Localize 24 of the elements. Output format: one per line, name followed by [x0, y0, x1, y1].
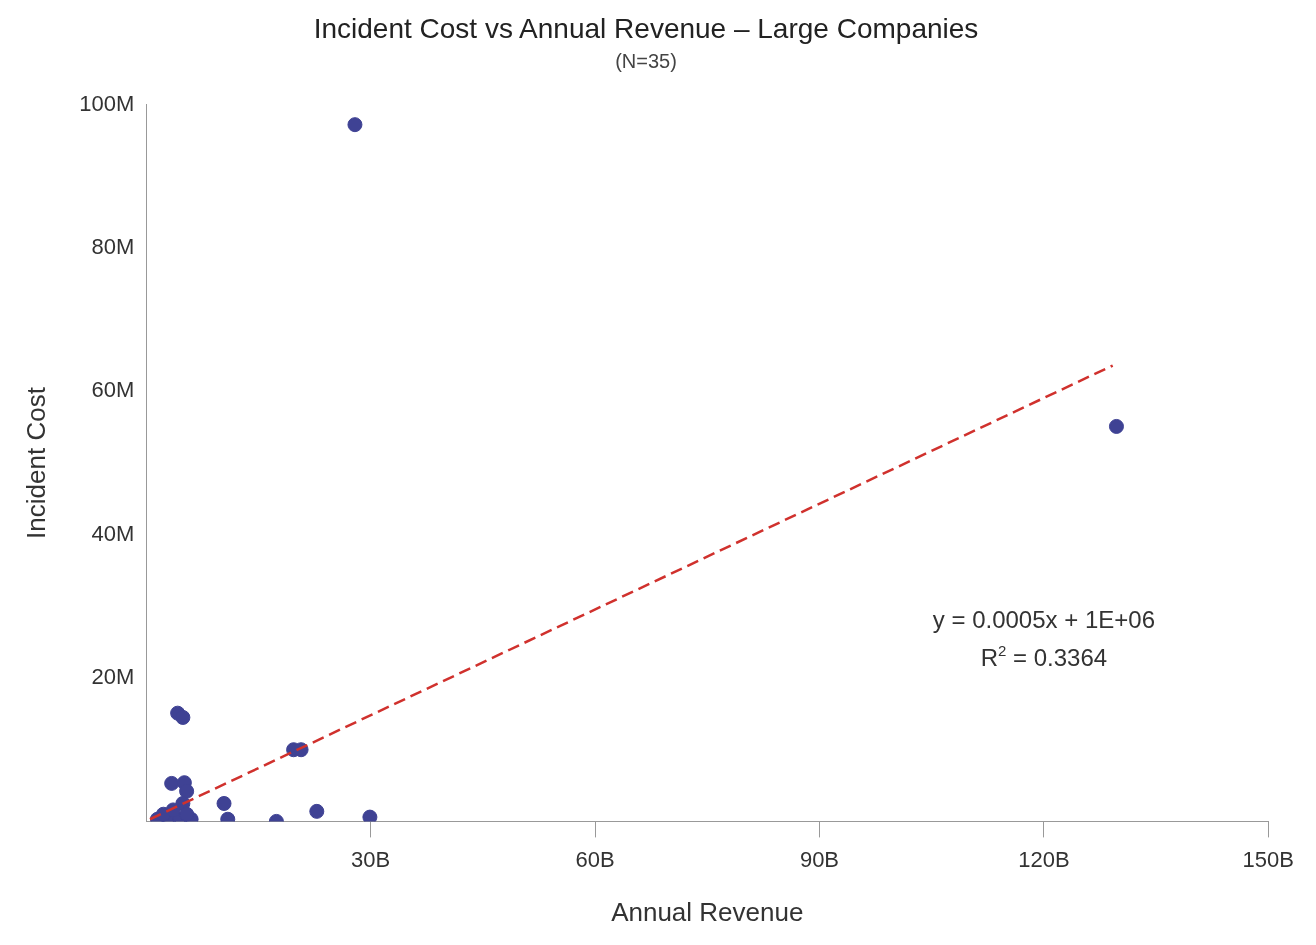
x-tick-label: 90B	[799, 846, 840, 872]
chart-subtitle: (N=35)	[615, 50, 677, 73]
y-tick-label: 80M	[91, 234, 135, 260]
point	[216, 795, 232, 811]
x-tick-label: 30B	[351, 846, 391, 872]
point	[164, 775, 180, 791]
chart-title: Incident Cost vs Annual Revenue – Large Companies	[313, 12, 979, 44]
y-tick-label: 60M	[91, 377, 135, 403]
x-tick-label: 60B	[575, 846, 615, 872]
y-tick-label: 20M	[91, 664, 135, 690]
point	[362, 809, 378, 822]
annotation: y = 0.0005x + 1E+06	[932, 605, 1155, 633]
point	[179, 806, 195, 822]
y-tick-label: 100M	[79, 90, 135, 116]
x-tick-label: 150B	[1242, 846, 1295, 872]
point	[179, 783, 195, 799]
y-axis-title: Incident Cost	[20, 386, 51, 539]
x-axis-title: Annual Revenue	[611, 896, 804, 927]
point	[175, 709, 191, 725]
point	[1108, 418, 1124, 434]
point	[347, 117, 363, 133]
y-tick-label: 40M	[91, 520, 135, 546]
x-tick-label: 120B	[1018, 846, 1070, 872]
point	[309, 803, 325, 819]
